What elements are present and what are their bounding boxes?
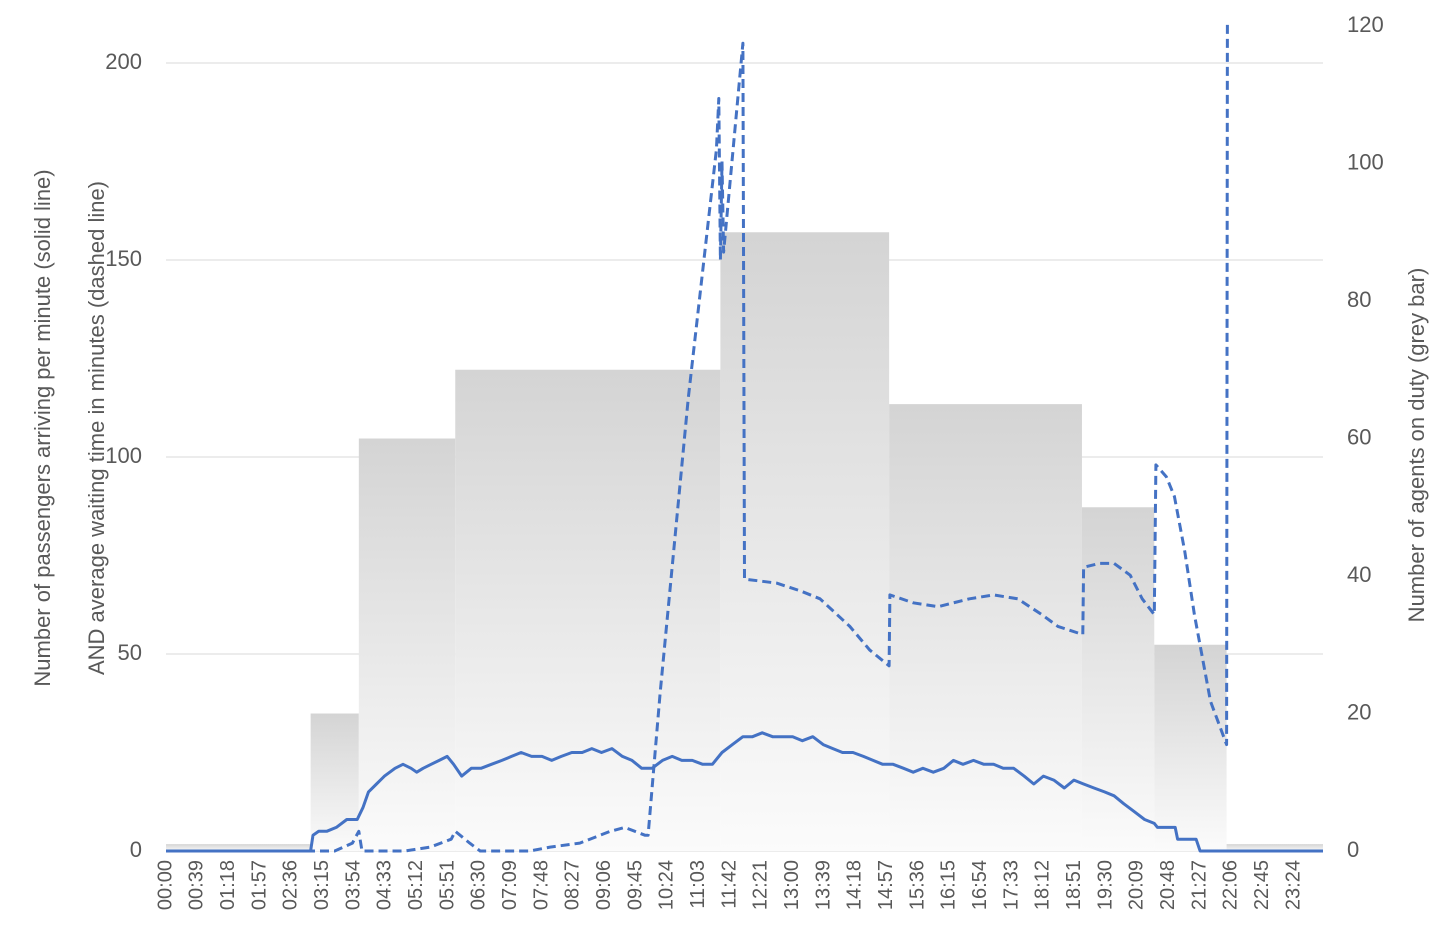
x-tick-label: 14:18 [844,860,866,910]
x-tick-label: 16:15 [938,860,960,910]
x-tick-label: 00:39 [186,860,208,910]
x-tick-label: 05:51 [436,860,458,910]
x-tick-label: 07:09 [499,860,521,910]
x-tick-label: 18:12 [1032,860,1054,910]
x-tick-label: 00:00 [154,860,176,910]
x-tick-label: 21:27 [1188,860,1210,910]
x-tick-label: 09:06 [593,860,615,910]
x-tick-label: 15:36 [906,860,928,910]
y2-tick-label: 60 [1347,424,1371,449]
x-tick-label: 11:42 [718,860,740,909]
x-tick-label: 10:24 [656,860,678,910]
y-tick-label: 200 [105,49,142,74]
x-tick-label: 17:33 [1000,860,1022,910]
y2-tick-label: 100 [1347,149,1384,174]
bar [1226,844,1323,851]
y-tick-label: 50 [118,640,142,665]
y-tick-label: 150 [105,246,142,271]
bar [455,369,721,851]
x-tick-label: 02:36 [280,860,302,910]
y-axis-label: Number of passengers arriving per minute… [30,169,55,686]
y-tick-label: 0 [130,837,142,862]
y2-tick-label: 120 [1347,12,1384,37]
dashed-line [166,23,1229,853]
bar [358,438,456,851]
x-tick-label: 18:51 [1063,860,1085,910]
x-tick-label: 11:03 [687,860,709,909]
x-tick-label: 03:54 [342,860,364,910]
x-tick-label: 19:30 [1094,860,1116,910]
bar [1154,644,1227,851]
bar [166,844,311,851]
x-tick-label: 14:57 [875,860,897,910]
x-tick-label: 06:30 [468,860,490,910]
x-tick-label: 20:09 [1126,860,1148,910]
x-tick-label: 01:57 [248,860,270,910]
x-tick-label: 09:45 [624,860,646,910]
x-tick-label: 13:39 [812,860,834,910]
lines [166,23,1323,853]
solid-line [166,731,1323,853]
bar [889,404,1082,851]
y2-tick-label: 20 [1347,699,1371,724]
y2-tick-label: 80 [1347,287,1371,312]
y2-tick-label: 40 [1347,562,1371,587]
x-tick-label: 03:15 [311,860,333,910]
x-tick-label: 23:24 [1282,860,1304,910]
y2-tick-label: 0 [1347,837,1359,862]
x-tick-label: 05:12 [405,860,427,910]
x-tick-label: 13:00 [781,860,803,910]
y2-axis-label: Number of agents on duty (grey bar) [1404,268,1429,623]
x-tick-label: 08:27 [562,860,584,910]
x-tick-label: 22:06 [1220,860,1242,910]
bar [720,232,890,851]
y-axis-label: AND average waiting time in minutes (das… [84,181,109,675]
x-tick-label: 16:54 [969,860,991,910]
x-tick-label: 01:18 [217,860,239,910]
x-tick-label: 04:33 [374,860,396,910]
x-tick-label: 12:21 [750,860,772,910]
y-tick-label: 100 [105,443,142,468]
x-tick-label: 07:48 [530,860,552,910]
x-tick-label: 22:45 [1251,860,1273,910]
x-tick-label: 20:48 [1157,860,1179,910]
